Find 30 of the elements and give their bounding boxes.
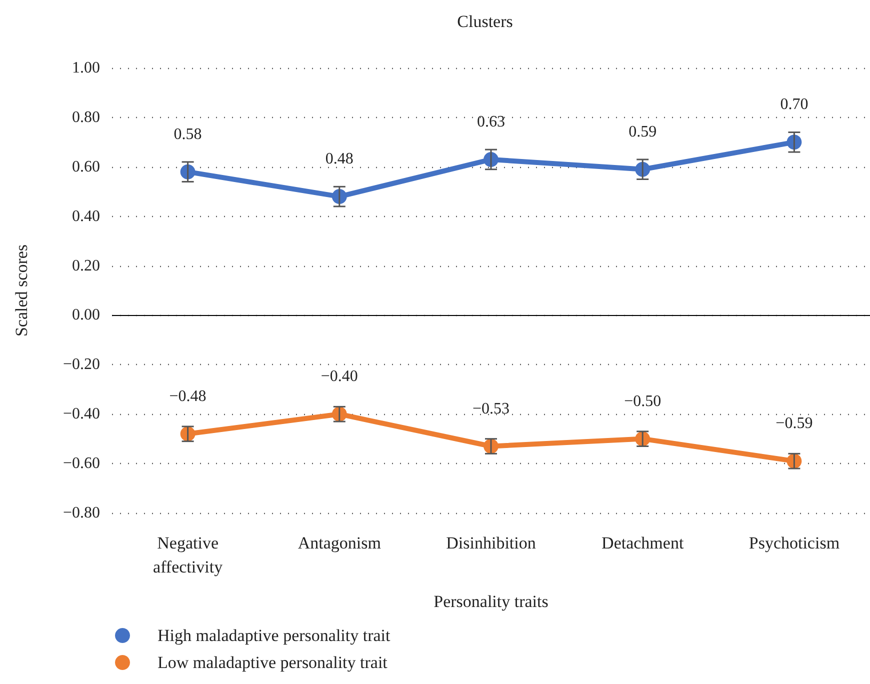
chart-title: Clusters bbox=[457, 12, 513, 31]
data-label: 0.48 bbox=[325, 150, 354, 168]
y-tick-label: 0.80 bbox=[72, 108, 100, 126]
y-tick-label: −0.40 bbox=[62, 406, 100, 423]
data-label: −0.40 bbox=[320, 368, 358, 386]
y-tick-label: 0.40 bbox=[72, 208, 100, 225]
x-tick-label: Disinhibition bbox=[446, 534, 536, 552]
data-label: −0.53 bbox=[472, 400, 510, 418]
data-label: −0.48 bbox=[169, 388, 206, 405]
data-label: −0.59 bbox=[776, 415, 813, 432]
x-tick-label: Negative affectivity bbox=[153, 534, 224, 576]
x-tick-label: Antagonism bbox=[298, 534, 381, 552]
x-tick-label: Detachment bbox=[602, 534, 684, 552]
data-label: 0.70 bbox=[780, 96, 808, 114]
y-axis-title: Scaled scores bbox=[12, 244, 31, 337]
data-label: −0.50 bbox=[624, 392, 662, 410]
legend-label: Low maladaptive personality trait bbox=[158, 653, 388, 672]
y-tick-label: 0.20 bbox=[72, 257, 100, 274]
data-label: 0.59 bbox=[628, 123, 657, 140]
y-tick-label: 1.00 bbox=[72, 60, 100, 76]
data-label: 0.63 bbox=[477, 113, 505, 130]
data-label: 0.58 bbox=[174, 126, 202, 143]
y-tick-label: 0.00 bbox=[72, 306, 100, 324]
y-tick-label: −0.80 bbox=[62, 504, 100, 522]
x-axis-title: Personality traits bbox=[434, 592, 548, 611]
y-tick-label: −0.20 bbox=[62, 356, 100, 374]
y-tick-label: −0.60 bbox=[62, 455, 100, 472]
y-tick-label: 0.60 bbox=[72, 158, 100, 176]
x-tick-label: Psychoticism bbox=[748, 534, 840, 552]
legend-label: High maladaptive personality trait bbox=[158, 626, 391, 645]
